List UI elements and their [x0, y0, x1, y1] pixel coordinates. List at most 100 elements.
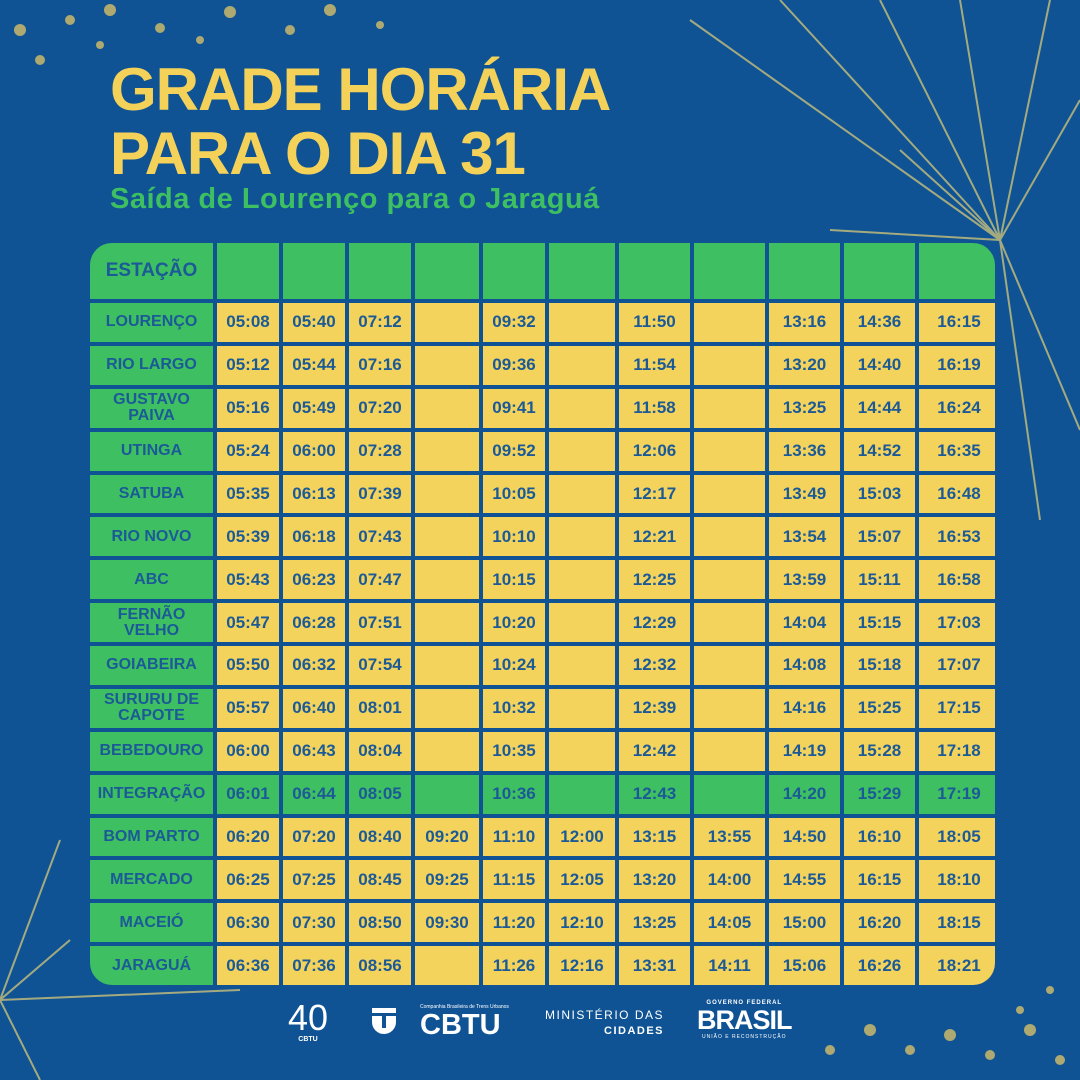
footer-logos: 40 CBTU Companhia Brasileira de Trens Ur… — [0, 998, 1080, 1048]
cbtu-logo: Companhia Brasileira de Trens Urbanos CB… — [420, 1004, 509, 1040]
time-cell: 09:25 — [415, 860, 479, 900]
time-cell — [549, 345, 615, 385]
time-cell: 14:55 — [769, 860, 840, 900]
time-cell: 12:39 — [619, 688, 690, 728]
time-cell: 15:11 — [844, 560, 915, 600]
time-cell: 15:25 — [844, 688, 915, 728]
time-cell: 15:06 — [769, 946, 840, 985]
time-cell: 08:50 — [349, 903, 411, 943]
time-cell: 14:40 — [844, 345, 915, 385]
time-cell: 12:25 — [619, 560, 690, 600]
time-cell: 14:05 — [694, 903, 765, 943]
governo-name: BRASIL — [697, 1005, 792, 1035]
cbtu-40-number: 40 — [288, 997, 329, 1038]
station-name: SATUBA — [90, 474, 213, 514]
time-cell: 16:15 — [844, 860, 915, 900]
time-cell: 16:20 — [844, 903, 915, 943]
station-name: RIO LARGO — [90, 345, 213, 385]
time-cell: 17:19 — [919, 774, 995, 814]
time-cell — [549, 388, 615, 428]
time-cell: 09:32 — [483, 303, 545, 342]
time-cell: 08:05 — [349, 774, 411, 814]
time-cell: 15:03 — [844, 474, 915, 514]
page-subtitle: Saída de Lourenço para o Jaraguá — [110, 183, 600, 215]
time-cell: 15:00 — [769, 903, 840, 943]
station-name: BEBEDOURO — [90, 731, 213, 771]
time-cell: 06:00 — [217, 731, 279, 771]
time-cell: 12:10 — [549, 903, 615, 943]
time-cell: 17:07 — [919, 646, 995, 685]
time-cell: 11:20 — [483, 903, 545, 943]
time-cell: 18:21 — [919, 946, 995, 985]
header-cell — [619, 243, 690, 299]
time-cell — [549, 646, 615, 685]
time-cell: 12:42 — [619, 731, 690, 771]
time-cell — [415, 517, 479, 557]
time-cell: 13:59 — [769, 560, 840, 600]
time-cell — [694, 388, 765, 428]
time-cell — [549, 474, 615, 514]
time-cell: 16:10 — [844, 817, 915, 857]
time-cell: 14:04 — [769, 603, 840, 642]
time-cell — [549, 303, 615, 342]
time-cell: 16:48 — [919, 474, 995, 514]
time-cell: 14:20 — [769, 774, 840, 814]
station-name: INTEGRAÇÃO — [90, 774, 213, 814]
time-cell: 09:36 — [483, 345, 545, 385]
time-cell — [694, 646, 765, 685]
time-cell: 09:52 — [483, 431, 545, 471]
time-cell — [694, 474, 765, 514]
time-cell — [549, 560, 615, 600]
station-name: RIO NOVO — [90, 517, 213, 557]
header-cell — [415, 243, 479, 299]
header-cell — [694, 243, 765, 299]
time-cell — [549, 603, 615, 642]
station-name: MERCADO — [90, 860, 213, 900]
header-cell — [919, 243, 995, 299]
time-cell: 16:24 — [919, 388, 995, 428]
time-cell: 17:03 — [919, 603, 995, 642]
time-cell: 16:15 — [919, 303, 995, 342]
time-cell: 10:15 — [483, 560, 545, 600]
time-cell: 14:11 — [694, 946, 765, 985]
ministerio-line1: MINISTÉRIO DAS — [545, 1008, 665, 1022]
time-cell: 06:20 — [217, 817, 279, 857]
time-cell: 05:47 — [217, 603, 279, 642]
time-cell: 17:18 — [919, 731, 995, 771]
time-cell: 13:31 — [619, 946, 690, 985]
time-cell: 06:13 — [283, 474, 345, 514]
time-cell — [415, 474, 479, 514]
time-cell — [549, 517, 615, 557]
station-name: LOURENÇO — [90, 303, 213, 342]
timetable: ESTAÇÃO LOURENÇO 05:08 05:40 07:12 09:32 11:50… — [90, 243, 995, 985]
time-cell: 14:19 — [769, 731, 840, 771]
time-cell: 07:12 — [349, 303, 411, 342]
time-cell: 12:43 — [619, 774, 690, 814]
time-cell: 10:24 — [483, 646, 545, 685]
time-cell — [415, 731, 479, 771]
ministerio-logo: MINISTÉRIO DAS CIDADES — [545, 1008, 664, 1037]
time-cell: 13:25 — [619, 903, 690, 943]
time-cell: 15:18 — [844, 646, 915, 685]
time-cell: 12:17 — [619, 474, 690, 514]
time-cell: 17:15 — [919, 688, 995, 728]
time-cell: 07:47 — [349, 560, 411, 600]
station-name: ABC — [90, 560, 213, 600]
time-cell: 16:53 — [919, 517, 995, 557]
time-cell — [694, 303, 765, 342]
time-cell: 08:56 — [349, 946, 411, 985]
time-cell: 05:40 — [283, 303, 345, 342]
time-cell: 05:16 — [217, 388, 279, 428]
time-cell — [415, 603, 479, 642]
time-cell — [694, 431, 765, 471]
time-cell: 16:26 — [844, 946, 915, 985]
time-cell: 14:36 — [844, 303, 915, 342]
time-cell: 13:36 — [769, 431, 840, 471]
time-cell: 12:21 — [619, 517, 690, 557]
time-cell: 14:50 — [769, 817, 840, 857]
time-cell — [549, 774, 615, 814]
header-cell — [217, 243, 279, 299]
time-cell: 16:35 — [919, 431, 995, 471]
time-cell: 12:16 — [549, 946, 615, 985]
time-cell: 13:54 — [769, 517, 840, 557]
